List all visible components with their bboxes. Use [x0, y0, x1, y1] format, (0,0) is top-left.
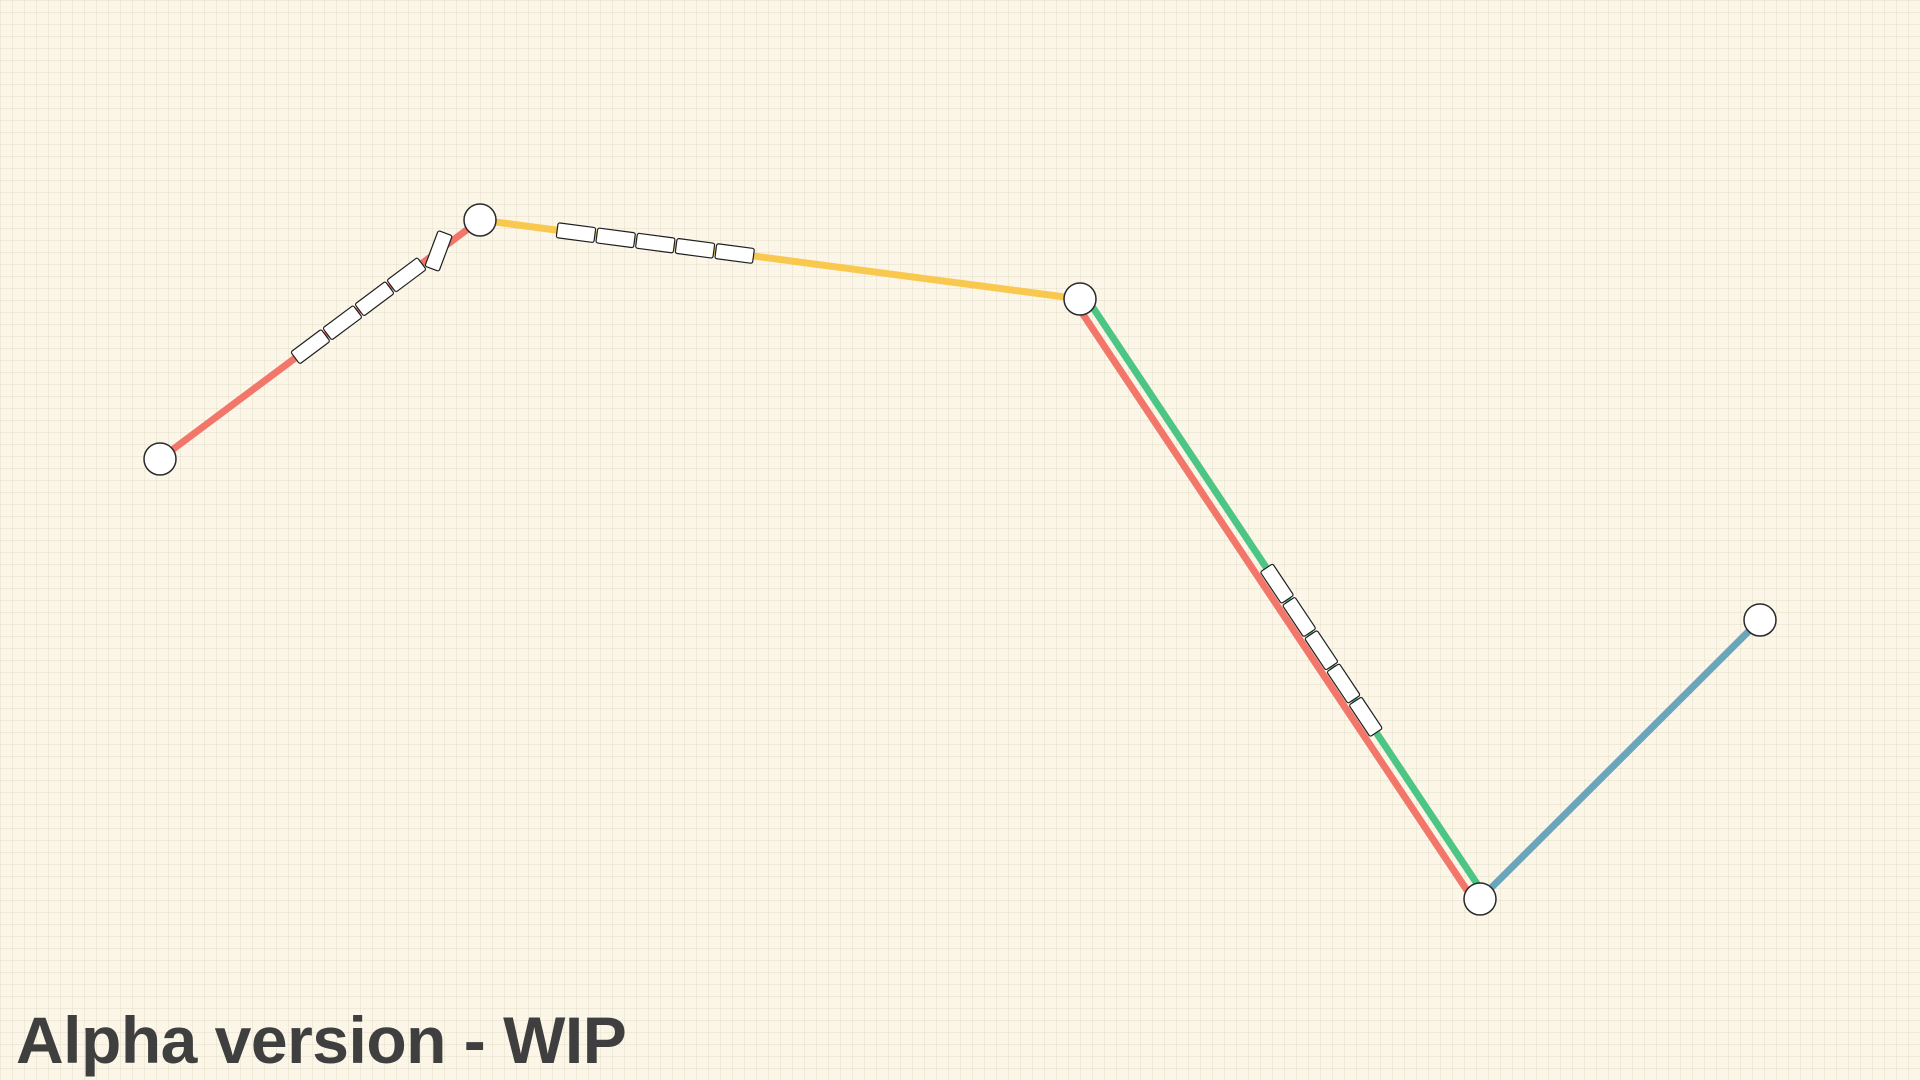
blue-line-segment[interactable]: [1476, 616, 1764, 903]
train-car: [424, 230, 453, 272]
train-car: [714, 243, 755, 264]
station-2[interactable]: [463, 203, 497, 237]
train-yellow-line[interactable]: [555, 222, 755, 264]
train-car: [674, 238, 716, 259]
train-car: [555, 222, 597, 243]
train-red-line[interactable]: [290, 230, 453, 365]
red-line-segment[interactable]: [1071, 298, 1479, 906]
train-car: [387, 257, 427, 293]
train-car: [1260, 563, 1294, 604]
stations: [143, 203, 1777, 916]
alpha-version-label: Alpha version - WIP: [16, 1003, 627, 1077]
station-4[interactable]: [1463, 882, 1497, 916]
train-car: [1282, 597, 1316, 637]
train-car: [1349, 697, 1383, 737]
trains: [290, 222, 1383, 737]
train-car: [635, 232, 676, 254]
train-car: [1326, 663, 1361, 704]
train-car: [354, 281, 395, 316]
metro-lines: [156, 216, 1764, 906]
station-5[interactable]: [1743, 603, 1777, 637]
train-car: [595, 227, 636, 249]
train-car: [1304, 630, 1338, 671]
train-green-line[interactable]: [1260, 563, 1383, 737]
station-1[interactable]: [143, 442, 177, 476]
train-car: [290, 329, 330, 364]
station-3[interactable]: [1063, 282, 1097, 316]
train-car: [322, 305, 362, 340]
